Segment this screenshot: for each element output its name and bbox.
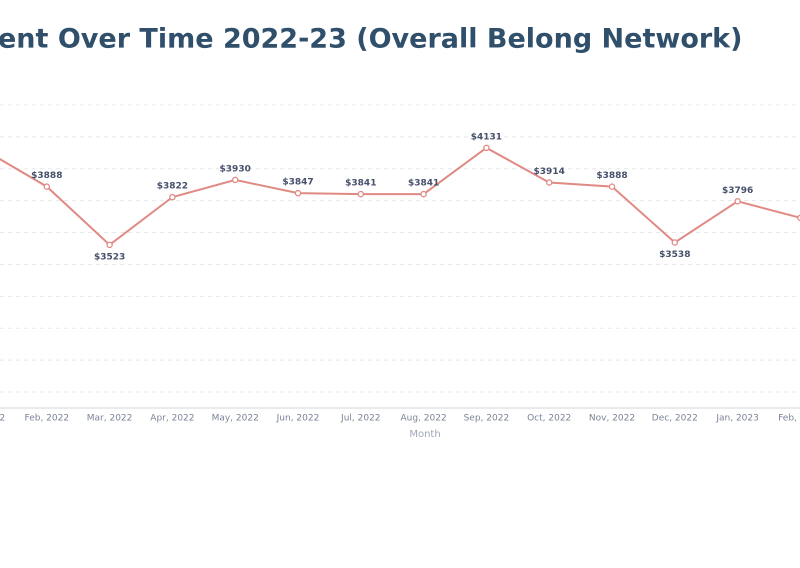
x-tick-label: Dec, 2022: [652, 414, 698, 424]
data-label: $3841: [345, 179, 376, 189]
chart-title: ent Over Time 2022-23 (Overall Belong Ne…: [0, 24, 742, 55]
x-tick-label: May, 2022: [212, 414, 259, 424]
data-label: $3930: [220, 164, 251, 174]
x-axis-label: Month: [409, 429, 440, 440]
x-tick-label: Oct, 2022: [527, 414, 571, 424]
data-label: $3914: [534, 167, 565, 177]
x-tick-label: Sep, 2022: [464, 414, 510, 424]
x-tick-label: Jan, 2022: [0, 414, 5, 424]
data-point: [608, 183, 616, 190]
data-point: [483, 144, 490, 152]
x-tick-label: Jul, 2022: [340, 414, 381, 424]
data-label: $3888: [31, 171, 62, 181]
data-point: [43, 183, 51, 190]
data-label: $3841: [408, 179, 439, 189]
x-tick-label: Nov, 2022: [589, 414, 635, 424]
data-label: $3888: [596, 171, 627, 181]
line-series: [0, 146, 800, 247]
data-point: [106, 241, 113, 249]
x-tick-label: Aug, 2022: [400, 414, 446, 424]
data-label: $3796: [722, 186, 753, 196]
x-tick-label: Feb, 2022: [25, 414, 70, 424]
data-point: [169, 193, 176, 201]
data-point: [357, 190, 365, 198]
data-point: [671, 239, 679, 246]
data-label: $3523: [94, 252, 125, 262]
x-tick-label: Jan, 2023: [715, 414, 759, 424]
data-point: [231, 176, 239, 184]
x-tick-label: Feb, 2023: [778, 414, 800, 424]
data-point: [420, 190, 427, 198]
data-point: [734, 198, 741, 205]
x-tick-label: Jun, 2022: [276, 414, 320, 424]
data-label: $4131: [471, 132, 502, 142]
x-tick-label: Apr, 2022: [150, 414, 194, 424]
data-point: [797, 214, 800, 222]
x-tick-label: Mar, 2022: [87, 414, 133, 424]
data-label: $3538: [659, 250, 690, 260]
data-label: $3847: [282, 178, 313, 188]
data-label: $3822: [157, 182, 188, 192]
data-point: [294, 189, 302, 197]
data-point: [545, 179, 553, 186]
